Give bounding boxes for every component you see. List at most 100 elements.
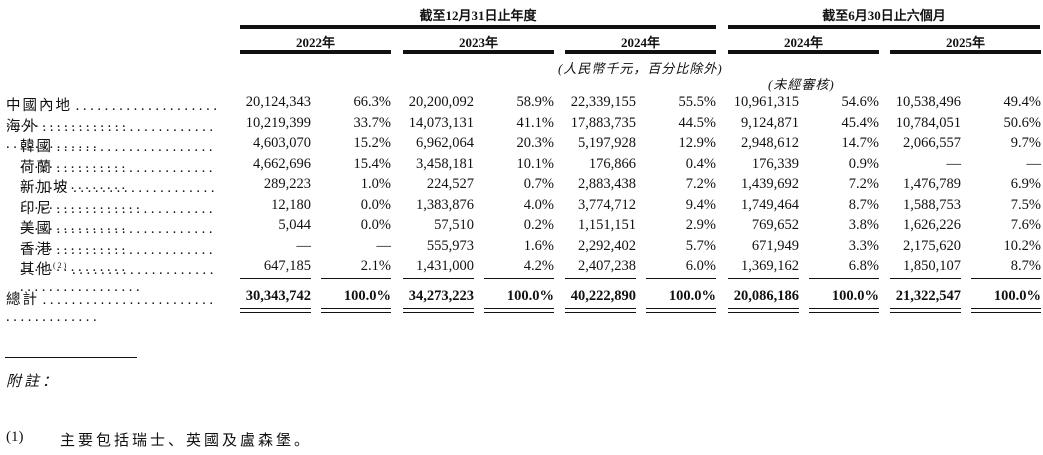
percent-cell: 50.6% — [1003, 115, 1041, 131]
amount-cell: 1,588,753 — [903, 197, 961, 213]
percent-cell: 3.3% — [848, 238, 879, 254]
percent-cell: 0.0% — [360, 197, 391, 213]
percent-cell: 0.4% — [685, 156, 716, 172]
percent-cell: 0.2% — [523, 217, 554, 233]
year-header: 2022年 — [295, 35, 335, 50]
row-label: 韓國 — [20, 135, 218, 173]
total-double-rule — [403, 308, 474, 309]
table-row: 荷蘭 4,662,696 15.4% 3,458,181 10.1% 176,866 0.4… — [0, 156, 1043, 176]
percent-cell: 15.2% — [353, 135, 391, 151]
percent-cell: 6.9% — [1010, 176, 1041, 192]
percent-cell: 9.7% — [1010, 135, 1041, 151]
row-label-text: 中國內地 — [6, 98, 72, 114]
footnote-ref: (2) — [53, 261, 69, 271]
row-label: 印尼 — [20, 197, 218, 235]
percent-cell: 33.7% — [353, 115, 391, 131]
percent-cell: 1.0% — [360, 176, 391, 192]
percent-cell: 14.7% — [841, 135, 879, 151]
amount-cell: 4,662,696 — [253, 156, 311, 172]
subtotal-rule — [240, 278, 311, 279]
table-row: 其他(2) 647,185 2.1% 1,431,000 4.2% 2,407,238 6.… — [0, 258, 1043, 278]
table-row: 海外 10,219,399 33.7% 14,073,131 41.1% 17,883,7… — [0, 115, 1043, 135]
amount-cell: 5,044 — [278, 217, 311, 233]
subtotal-rule — [565, 278, 636, 279]
row-label-text: 印尼 — [20, 201, 53, 217]
total-double-rule — [971, 312, 1041, 313]
amount-cell: 20,124,343 — [245, 94, 311, 110]
percent-cell: 3.8% — [848, 217, 879, 233]
group-rule-six-months — [728, 25, 1040, 29]
row-label-text: 其他 — [20, 262, 53, 278]
total-row: 總計 30,343,742 100.0% 34,273,223 100.0% 40,222… — [0, 288, 1043, 308]
percent-cell: 7.6% — [1010, 217, 1041, 233]
percent-cell: 8.7% — [848, 197, 879, 213]
total-double-rule — [890, 308, 961, 309]
subtotal-rule — [646, 278, 716, 279]
amount-cell: 671,949 — [751, 238, 799, 254]
row-label: 海外 — [6, 115, 218, 153]
subtotal-rule — [890, 278, 961, 279]
year-rule — [403, 50, 554, 54]
amount-cell: 2,175,620 — [903, 238, 961, 254]
year-header: 2024年 — [620, 35, 660, 50]
amount-cell: 5,197,928 — [578, 135, 636, 151]
total-double-rule — [809, 308, 879, 309]
footnote-divider — [5, 357, 137, 358]
amount-cell: — — [946, 156, 962, 172]
amount-cell: 1,369,162 — [741, 258, 799, 274]
total-double-rule — [240, 312, 311, 313]
amount-cell: 1,439,692 — [741, 176, 799, 192]
year-rule — [240, 50, 391, 54]
amount-cell: 1,850,107 — [903, 258, 961, 274]
total-double-rule — [971, 308, 1041, 309]
percent-cell: 2.1% — [360, 258, 391, 274]
subtotal-rule — [971, 278, 1041, 279]
percent-cell: 100.0% — [993, 288, 1041, 304]
amount-cell: 176,339 — [751, 156, 799, 172]
year-header: 2025年 — [945, 35, 985, 50]
amount-cell: 289,223 — [263, 176, 311, 192]
footnote-heading: 附註： — [6, 374, 61, 390]
group-header-annual: 截至12月31日止年度 — [419, 8, 537, 23]
total-double-rule — [728, 308, 799, 309]
total-double-rule — [484, 308, 554, 309]
total-double-rule — [728, 312, 799, 313]
percent-cell: 66.3% — [353, 94, 391, 110]
row-label: 總計 — [6, 288, 218, 326]
amount-cell: 6,962,064 — [416, 135, 474, 151]
footnote-marker: (1) — [6, 429, 24, 445]
amount-cell: 2,292,402 — [578, 238, 636, 254]
total-double-rule — [646, 308, 716, 309]
percent-cell: 45.4% — [841, 115, 879, 131]
percent-cell: 100.0% — [343, 288, 391, 304]
table-row: 新加坡 289,223 1.0% 224,527 0.7% 2,883,438 7.2% 1,… — [0, 176, 1043, 196]
percent-cell: 41.1% — [516, 115, 554, 131]
percent-cell: 0.7% — [523, 176, 554, 192]
percent-cell: — — [376, 238, 392, 254]
row-label-text: 香港 — [20, 242, 53, 258]
amount-cell: 176,866 — [588, 156, 636, 172]
year-rule — [565, 50, 716, 54]
percent-cell: 55.5% — [678, 94, 716, 110]
amount-cell: 4,603,070 — [253, 135, 311, 151]
percent-cell: 9.4% — [685, 197, 716, 213]
row-label-text: 海外 — [6, 119, 39, 135]
amount-cell: 555,973 — [426, 238, 474, 254]
unaudited-note: (未經審核) — [768, 77, 835, 92]
amount-cell: 1,476,789 — [903, 176, 961, 192]
amount-cell: 1,383,876 — [416, 197, 474, 213]
table-row: 韓國 4,603,070 15.2% 6,962,064 20.3% 5,197,928 1… — [0, 135, 1043, 155]
percent-cell: 100.0% — [831, 288, 879, 304]
amount-cell: 21,322,547 — [895, 288, 961, 304]
amount-cell: 2,883,438 — [578, 176, 636, 192]
amount-cell: 10,538,496 — [895, 94, 961, 110]
year-rule — [728, 50, 879, 54]
amount-cell: 647,185 — [263, 258, 311, 274]
total-double-rule — [646, 312, 716, 313]
percent-cell: — — [1026, 156, 1042, 172]
percent-cell: 7.5% — [1010, 197, 1041, 213]
amount-cell: 224,527 — [426, 176, 474, 192]
subtotal-rule — [728, 278, 799, 279]
total-double-rule — [240, 308, 311, 309]
amount-cell: 10,219,399 — [245, 115, 311, 131]
